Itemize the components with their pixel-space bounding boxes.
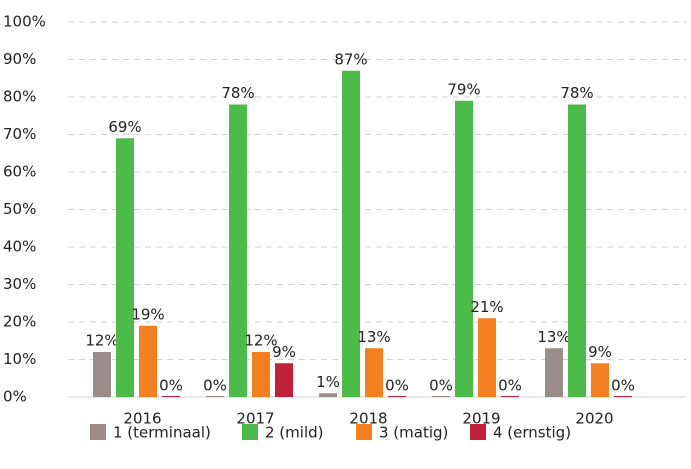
- bar: [614, 396, 632, 397]
- bar: [455, 100, 473, 397]
- x-tick-label: 2019: [462, 410, 500, 428]
- data-label: 12%: [244, 332, 277, 350]
- data-label: 13%: [357, 328, 390, 346]
- legend-label: 4 (ernstig): [493, 424, 571, 442]
- data-label: 87%: [334, 50, 367, 68]
- legend-label: 1 (terminaal): [113, 424, 211, 442]
- y-tick-label: 10%: [3, 350, 36, 368]
- data-label: 0%: [159, 377, 183, 395]
- data-label: 0%: [385, 377, 409, 395]
- x-tick-label: 2017: [236, 410, 274, 428]
- x-tick-label: 2018: [349, 410, 387, 428]
- data-label: 19%: [131, 305, 164, 323]
- bar: [275, 363, 293, 397]
- bar: [568, 104, 586, 397]
- y-tick-label: 60%: [3, 163, 36, 181]
- data-label: 0%: [203, 377, 227, 395]
- bar: [252, 352, 270, 397]
- data-label: 0%: [611, 377, 635, 395]
- bar: [388, 396, 406, 397]
- y-tick-label: 40%: [3, 238, 36, 256]
- legend-label: 2 (mild): [265, 424, 323, 442]
- legend-swatch: [242, 424, 258, 440]
- data-label: 1%: [316, 373, 340, 391]
- bar: [319, 393, 337, 397]
- data-label: 21%: [470, 298, 503, 316]
- y-tick-label: 90%: [3, 50, 36, 68]
- data-label: 78%: [560, 84, 593, 102]
- data-label: 9%: [272, 343, 296, 361]
- x-tick-label: 2016: [123, 410, 161, 428]
- legend-label: 3 (matig): [379, 424, 448, 442]
- bar: [365, 348, 383, 397]
- legend-swatch: [470, 424, 486, 440]
- y-tick-label: 30%: [3, 275, 36, 293]
- legend-swatch: [356, 424, 372, 440]
- data-label: 12%: [85, 332, 118, 350]
- data-label: 69%: [108, 118, 141, 136]
- legend-swatch: [90, 424, 106, 440]
- bar: [162, 396, 180, 397]
- bar: [501, 396, 519, 397]
- bar: [139, 325, 157, 397]
- bar: [206, 396, 224, 397]
- bar: [478, 318, 496, 397]
- bar: [93, 352, 111, 397]
- x-tick-label: 2020: [575, 410, 613, 428]
- bar: [591, 363, 609, 397]
- data-label: 9%: [588, 343, 612, 361]
- data-label: 0%: [498, 377, 522, 395]
- y-tick-label: 70%: [3, 125, 36, 143]
- data-label: 13%: [537, 328, 570, 346]
- bar: [545, 348, 563, 397]
- bar: [342, 70, 360, 397]
- bar: [229, 104, 247, 397]
- data-label: 79%: [447, 80, 480, 98]
- bar: [432, 396, 450, 397]
- bar: [116, 138, 134, 397]
- data-label: 78%: [221, 84, 254, 102]
- y-tick-label: 100%: [3, 13, 46, 31]
- y-tick-label: 80%: [3, 88, 36, 106]
- y-tick-label: 20%: [3, 313, 36, 331]
- data-label: 0%: [429, 377, 453, 395]
- y-tick-label: 50%: [3, 200, 36, 218]
- y-tick-label: 0%: [3, 388, 27, 406]
